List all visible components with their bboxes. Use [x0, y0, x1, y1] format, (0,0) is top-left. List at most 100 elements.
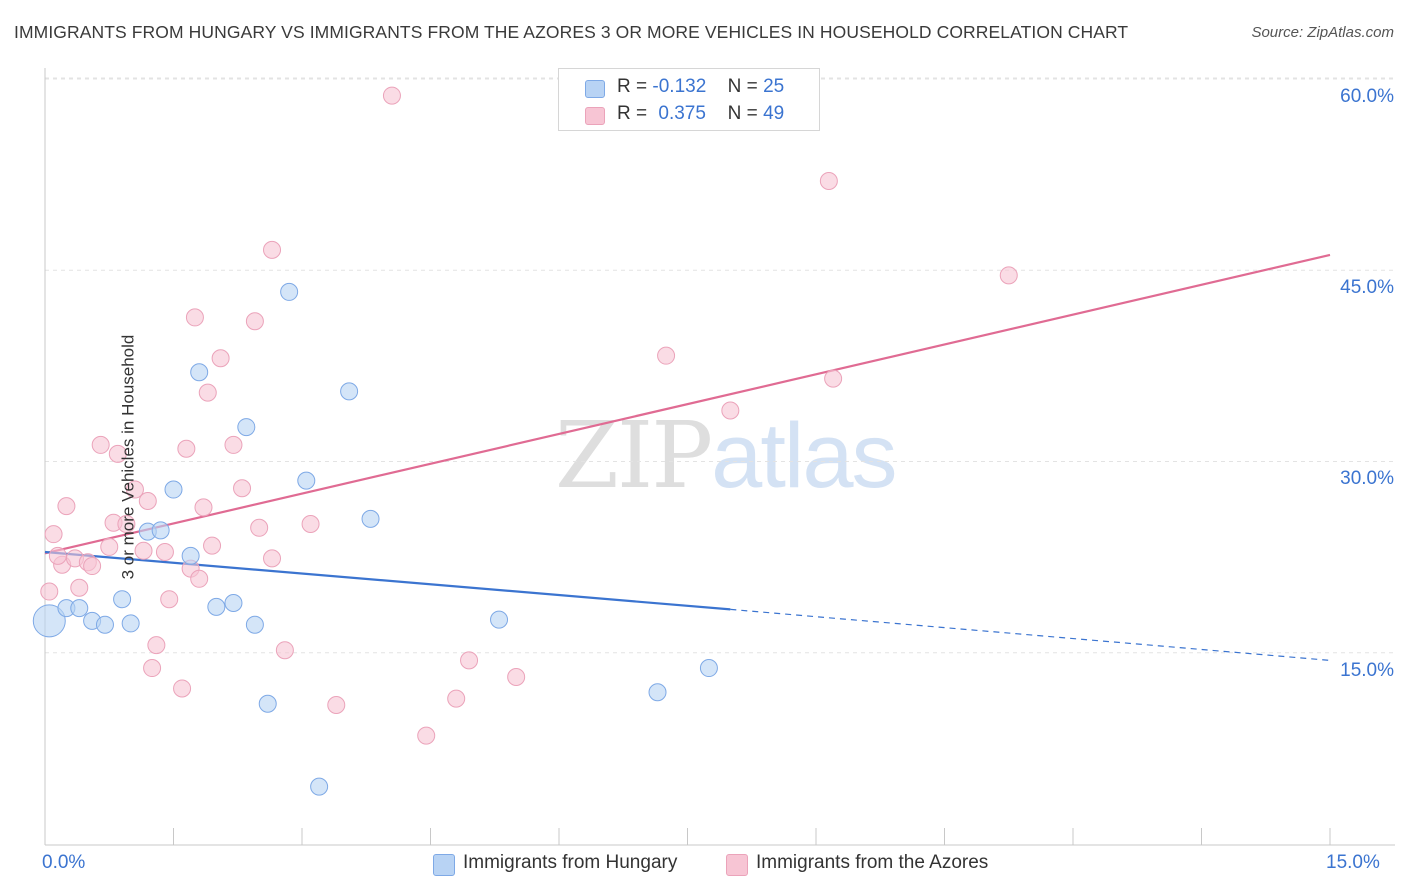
- hungary-point: [699, 659, 718, 678]
- hungary-trend-line: [44, 550, 731, 611]
- y-tick-label-60: 60.0%: [1340, 86, 1394, 107]
- azores-point: [999, 266, 1018, 285]
- watermark-zip: ZIP: [555, 402, 713, 509]
- axes: [44, 68, 1395, 846]
- x-tick-label-max: 15.0%: [1326, 852, 1380, 873]
- data-points: [32, 86, 1018, 796]
- hungary-point: [190, 363, 209, 382]
- azores-point: [40, 582, 59, 601]
- hungary-point: [181, 546, 200, 565]
- hungary-point: [361, 509, 380, 528]
- y-axis-label: 3 or more Vehicles in Household: [118, 334, 138, 580]
- hungary-n-value: 25: [763, 76, 785, 97]
- hungary-swatch: [585, 80, 605, 98]
- y-tick-label-45: 45.0%: [1340, 277, 1394, 298]
- hungary-point: [151, 521, 170, 540]
- hungary-point: [340, 382, 359, 401]
- azores-point: [143, 659, 162, 678]
- azores-point: [48, 546, 67, 565]
- azores-point: [233, 479, 252, 498]
- legend-n-label: N =: [727, 76, 758, 97]
- azores-point: [263, 549, 282, 568]
- hungary-point: [258, 694, 277, 713]
- hungary-point: [237, 418, 256, 437]
- hungary-point: [490, 610, 509, 629]
- azores-point: [224, 435, 243, 454]
- azores-point: [194, 498, 213, 517]
- y-tick-label-15: 15.0%: [1340, 660, 1394, 681]
- trend-lines: [44, 253, 1331, 661]
- grid-lines: [45, 77, 1395, 654]
- hungary-point: [121, 614, 140, 633]
- azores-point: [91, 435, 110, 454]
- azores-point: [382, 86, 401, 105]
- legend-r-label: R =: [617, 76, 648, 97]
- azores-point: [460, 651, 479, 670]
- hungary-point: [280, 282, 299, 301]
- azores-point: [824, 369, 843, 388]
- azores-point: [301, 514, 320, 533]
- azores-legend-label: Immigrants from the Azores: [756, 852, 989, 873]
- legend-n-label: N =: [727, 103, 758, 124]
- y-tick-label-30: 30.0%: [1340, 468, 1394, 489]
- azores-point: [70, 578, 89, 597]
- azores-point: [721, 401, 740, 420]
- azores-point: [83, 557, 102, 576]
- hungary-r-value: -0.132: [652, 76, 707, 97]
- legend-r-label: R =: [617, 103, 648, 124]
- azores-point: [250, 518, 269, 537]
- x-tick-label-min: 0.0%: [42, 852, 86, 873]
- azores-point: [125, 480, 144, 499]
- azores-point: [275, 641, 294, 660]
- azores-point: [507, 667, 526, 686]
- azores-point: [173, 679, 192, 698]
- azores-point: [44, 525, 63, 544]
- azores-point: [108, 444, 127, 463]
- hungary-point: [310, 777, 329, 796]
- hungary-point: [164, 480, 183, 499]
- hungary-point: [95, 615, 114, 634]
- hungary-point: [245, 615, 264, 634]
- azores-point: [160, 590, 179, 609]
- correlation-legend: R = -0.132 N = 25 R = 0.375 N = 49: [558, 68, 820, 131]
- hungary-point: [648, 683, 667, 702]
- azores-point: [245, 312, 264, 331]
- azores-point: [417, 726, 436, 745]
- azores-point: [327, 696, 346, 715]
- azores-point: [657, 346, 676, 365]
- hungary-trend-extension: [730, 608, 1331, 661]
- azores-n-value: 49: [763, 103, 785, 124]
- azores-point: [211, 349, 230, 368]
- azores-point: [117, 514, 136, 533]
- source-label: Source: ZipAtlas.com: [1251, 24, 1394, 41]
- hungary-point: [207, 597, 226, 616]
- azores-swatch: [585, 107, 605, 125]
- azores-point: [177, 439, 196, 458]
- hungary-point: [32, 604, 66, 638]
- azores-point: [263, 240, 282, 259]
- chart-title: IMMIGRANTS FROM HUNGARY VS IMMIGRANTS FR…: [14, 22, 1129, 42]
- azores-point: [447, 689, 466, 708]
- hungary-legend-label: Immigrants from Hungary: [463, 852, 678, 873]
- watermark-atlas: atlas: [711, 405, 897, 507]
- azores-point: [155, 543, 174, 562]
- hungary-legend-swatch: [433, 854, 455, 876]
- azores-r-value: 0.375: [658, 103, 706, 124]
- azores-point: [198, 383, 217, 402]
- azores-point: [57, 497, 76, 516]
- hungary-point: [70, 599, 89, 618]
- azores-trend-line: [44, 253, 1331, 555]
- hungary-point: [113, 590, 132, 609]
- azores-point: [190, 569, 209, 588]
- hungary-point: [224, 594, 243, 613]
- azores-legend-swatch: [726, 854, 748, 876]
- watermark: ZIPatlas: [555, 402, 898, 509]
- azores-point: [138, 492, 157, 511]
- azores-point: [100, 537, 119, 556]
- azores-point: [185, 308, 204, 327]
- hungary-point: [297, 471, 316, 490]
- azores-point: [819, 172, 838, 190]
- azores-point: [134, 541, 153, 560]
- azores-point: [147, 636, 166, 655]
